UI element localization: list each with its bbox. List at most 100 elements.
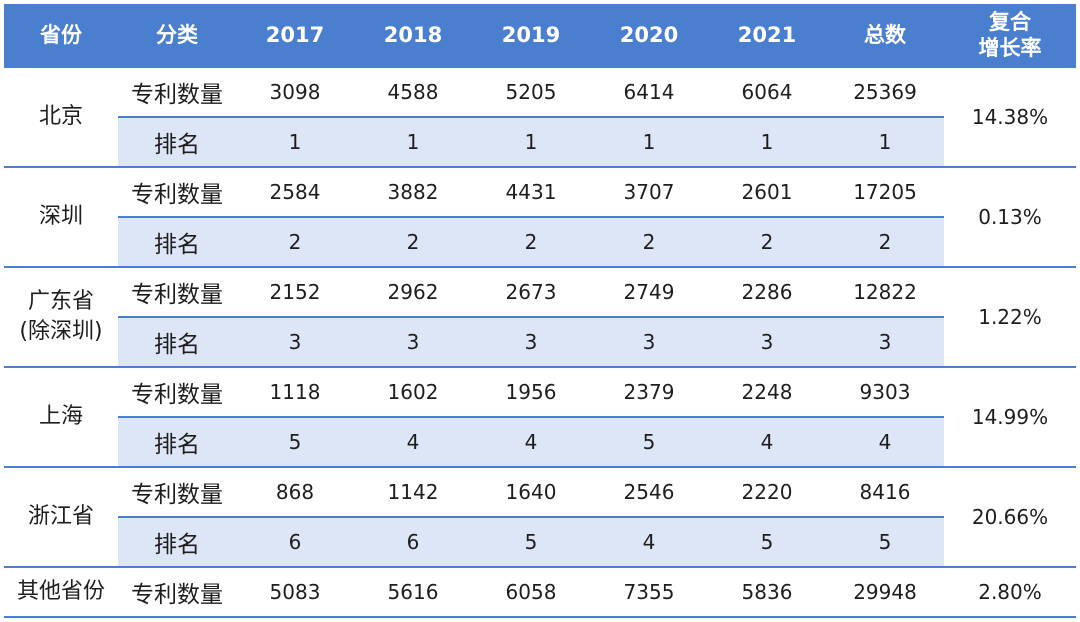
rank-cell-2019: 1 bbox=[472, 116, 590, 167]
table-row: 排名 1 1 1 1 1 1 bbox=[4, 116, 1076, 167]
rank-cell-2019: 4 bbox=[472, 416, 590, 467]
category-label-rank: 排名 bbox=[118, 316, 236, 367]
header-cagr: 复合 增长率 bbox=[944, 4, 1076, 67]
category-label-rank: 排名 bbox=[118, 516, 236, 567]
rank-cell-2017: 1 bbox=[236, 116, 354, 167]
rank-cell-total: 4 bbox=[826, 416, 944, 467]
province-name: 北京 bbox=[38, 104, 83, 129]
rank-cell-2021: 3 bbox=[708, 316, 826, 367]
rank-cell-2018: 1 bbox=[354, 116, 472, 167]
count-cell-2021: 5836 bbox=[708, 566, 826, 618]
header-2018: 2018 bbox=[354, 4, 472, 67]
header-2017: 2017 bbox=[236, 4, 354, 67]
rank-cell-2020: 4 bbox=[590, 516, 708, 567]
province-name: 深圳 bbox=[38, 204, 83, 229]
category-label-rank: 排名 bbox=[118, 116, 236, 167]
category-label-count: 专利数量 bbox=[118, 566, 236, 618]
province-name: 浙江省 bbox=[27, 504, 94, 529]
header-province: 省份 bbox=[4, 4, 118, 67]
table-row: 深圳 专利数量 2584 3882 4431 3707 2601 17205 0.13% bbox=[4, 166, 1076, 268]
count-cell-2017: 5083 bbox=[236, 566, 354, 618]
rank-cell-2019: 3 bbox=[472, 316, 590, 367]
rank-cell-2018: 2 bbox=[354, 216, 472, 267]
header-2021: 2021 bbox=[708, 4, 826, 67]
count-cell-2020: 3707 bbox=[590, 166, 708, 217]
header-cagr-line2: 增长率 bbox=[978, 36, 1042, 60]
table-body: 北京 专利数量 3098 4588 5205 6414 6064 25369 14.38% 排名 1… bbox=[4, 66, 1076, 618]
count-cell-2020: 2379 bbox=[590, 366, 708, 417]
count-cell-2019: 1956 bbox=[472, 366, 590, 417]
patent-table-container: 省份 分类 2017 2018 2019 2020 2021 总数 复合 增长率… bbox=[4, 4, 1076, 618]
cagr-cell: 14.99% bbox=[944, 366, 1076, 468]
rank-cell-2020: 1 bbox=[590, 116, 708, 167]
count-cell-2017: 1118 bbox=[236, 366, 354, 417]
rank-cell-2018: 6 bbox=[354, 516, 472, 567]
province-name: 广东省 bbox=[27, 289, 94, 314]
table-row: 排名 3 3 3 3 3 3 bbox=[4, 316, 1076, 367]
count-cell-total: 17205 bbox=[826, 166, 944, 217]
province-cell: 其他省份 bbox=[4, 566, 118, 618]
count-cell-total: 25369 bbox=[826, 66, 944, 117]
header-2020: 2020 bbox=[590, 4, 708, 67]
cagr-cell: 14.38% bbox=[944, 66, 1076, 168]
rank-cell-2017: 5 bbox=[236, 416, 354, 467]
rank-cell-2018: 4 bbox=[354, 416, 472, 467]
rank-cell-2017: 6 bbox=[236, 516, 354, 567]
cagr-cell: 20.66% bbox=[944, 466, 1076, 568]
header-row: 省份 分类 2017 2018 2019 2020 2021 总数 复合 增长率 bbox=[4, 4, 1076, 67]
rank-cell-total: 5 bbox=[826, 516, 944, 567]
header-category: 分类 bbox=[118, 4, 236, 67]
count-cell-2018: 2962 bbox=[354, 266, 472, 317]
count-cell-2018: 1602 bbox=[354, 366, 472, 417]
rank-cell-2019: 2 bbox=[472, 216, 590, 267]
rank-cell-2017: 3 bbox=[236, 316, 354, 367]
rank-cell-total: 1 bbox=[826, 116, 944, 167]
rank-cell-2021: 2 bbox=[708, 216, 826, 267]
table-row: 排名 2 2 2 2 2 2 bbox=[4, 216, 1076, 267]
cagr-cell: 1.22% bbox=[944, 266, 1076, 368]
table-row: 北京 专利数量 3098 4588 5205 6414 6064 25369 14.38% bbox=[4, 66, 1076, 168]
category-label-count: 专利数量 bbox=[118, 466, 236, 517]
count-cell-2021: 2220 bbox=[708, 466, 826, 517]
header-total: 总数 bbox=[826, 4, 944, 67]
count-cell-2018: 5616 bbox=[354, 566, 472, 618]
count-cell-2019: 5205 bbox=[472, 66, 590, 117]
category-label-rank: 排名 bbox=[118, 416, 236, 467]
count-cell-2017: 2584 bbox=[236, 166, 354, 217]
count-cell-2020: 2749 bbox=[590, 266, 708, 317]
count-cell-2019: 6058 bbox=[472, 566, 590, 618]
count-cell-2017: 868 bbox=[236, 466, 354, 517]
rank-cell-2020: 2 bbox=[590, 216, 708, 267]
count-cell-2018: 3882 bbox=[354, 166, 472, 217]
rank-cell-total: 3 bbox=[826, 316, 944, 367]
count-cell-2020: 7355 bbox=[590, 566, 708, 618]
rank-cell-2018: 3 bbox=[354, 316, 472, 367]
count-cell-2020: 6414 bbox=[590, 66, 708, 117]
count-cell-2019: 4431 bbox=[472, 166, 590, 217]
category-label-rank: 排名 bbox=[118, 216, 236, 267]
rank-cell-2017: 2 bbox=[236, 216, 354, 267]
province-cell: 浙江省 bbox=[4, 466, 118, 568]
count-cell-2019: 1640 bbox=[472, 466, 590, 517]
category-label-count: 专利数量 bbox=[118, 166, 236, 217]
table-row: 上海 专利数量 1118 1602 1956 2379 2248 9303 14.99% bbox=[4, 366, 1076, 468]
header-2019: 2019 bbox=[472, 4, 590, 67]
count-cell-2021: 6064 bbox=[708, 66, 826, 117]
category-label-count: 专利数量 bbox=[118, 266, 236, 317]
rank-cell-2021: 5 bbox=[708, 516, 826, 567]
count-cell-2021: 2601 bbox=[708, 166, 826, 217]
count-cell-2019: 2673 bbox=[472, 266, 590, 317]
province-cell: 北京 bbox=[4, 66, 118, 168]
patent-table: 省份 分类 2017 2018 2019 2020 2021 总数 复合 增长率… bbox=[4, 4, 1076, 618]
province-cell: 深圳 bbox=[4, 166, 118, 268]
count-cell-total: 9303 bbox=[826, 366, 944, 417]
cagr-cell: 0.13% bbox=[944, 166, 1076, 268]
count-cell-total: 29948 bbox=[826, 566, 944, 618]
category-label-count: 专利数量 bbox=[118, 366, 236, 417]
province-cell: 广东省 (除深圳) bbox=[4, 266, 118, 368]
count-cell-2021: 2286 bbox=[708, 266, 826, 317]
rank-cell-2021: 1 bbox=[708, 116, 826, 167]
count-cell-2018: 4588 bbox=[354, 66, 472, 117]
rank-cell-total: 2 bbox=[826, 216, 944, 267]
province-cell: 上海 bbox=[4, 366, 118, 468]
